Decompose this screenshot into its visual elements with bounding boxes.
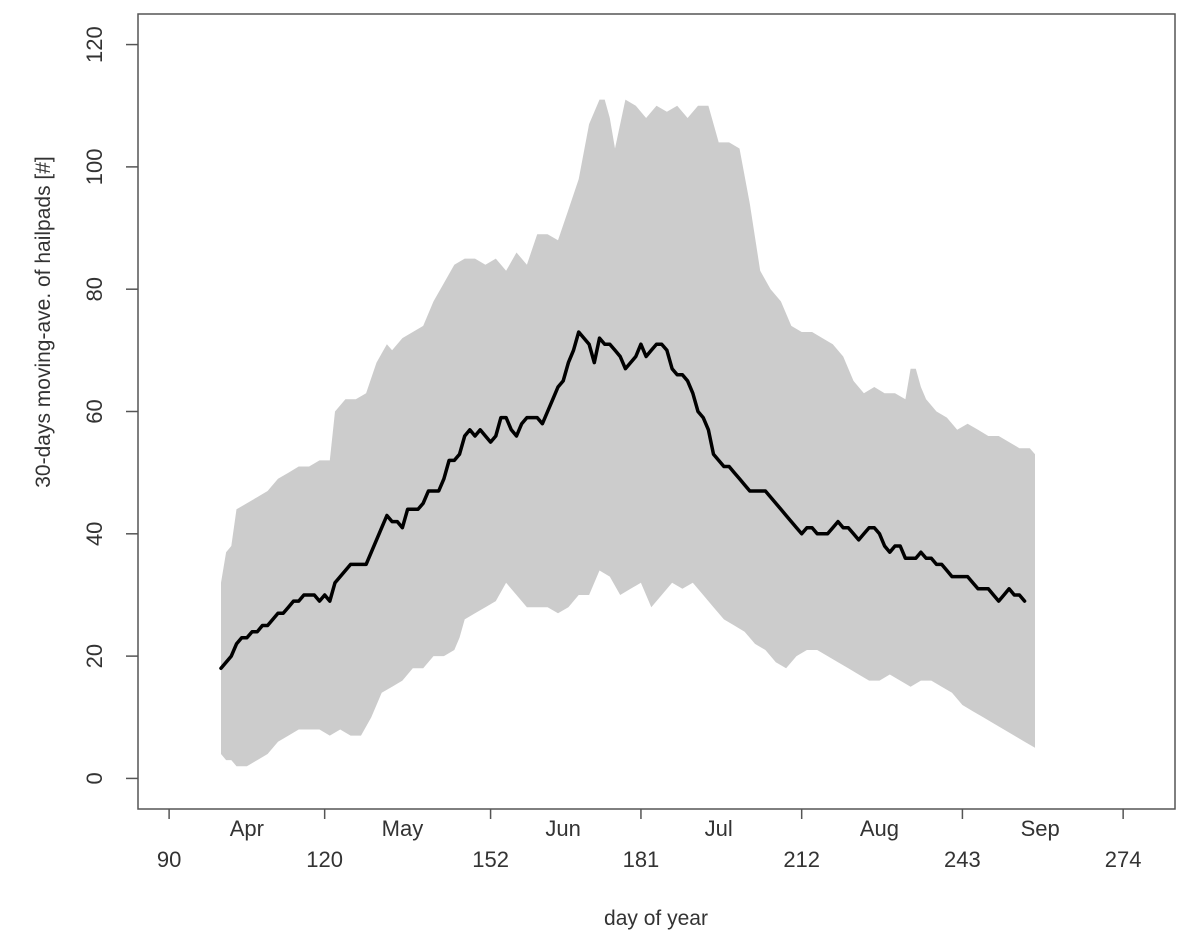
month-label: Apr bbox=[230, 816, 264, 841]
plot-area bbox=[219, 99, 1035, 767]
y-tick-label: 20 bbox=[82, 644, 107, 668]
y-tick-label: 40 bbox=[82, 522, 107, 546]
x-tick-label: 243 bbox=[944, 847, 981, 872]
y-tick-label: 120 bbox=[82, 26, 107, 63]
y-tick-label: 0 bbox=[82, 772, 107, 784]
y-tick-label: 60 bbox=[82, 399, 107, 423]
variability-band bbox=[221, 99, 1035, 767]
month-label: Jul bbox=[705, 816, 733, 841]
x-tick-label: 90 bbox=[157, 847, 181, 872]
x-tick-label: 212 bbox=[783, 847, 820, 872]
y-tick-label: 100 bbox=[82, 149, 107, 186]
x-axis: 90 120 152 181 212 243 274 bbox=[157, 809, 1142, 872]
month-label: Sep bbox=[1021, 816, 1060, 841]
x-axis-label: day of year bbox=[604, 907, 708, 930]
y-tick-label: 80 bbox=[82, 277, 107, 301]
month-label: May bbox=[382, 816, 424, 841]
y-axis: 0 20 40 60 80 100 120 bbox=[82, 26, 138, 785]
month-axis: Apr May Jun Jul Aug Sep bbox=[230, 816, 1060, 841]
month-label: Jun bbox=[545, 816, 580, 841]
x-tick-label: 181 bbox=[623, 847, 660, 872]
month-label: Aug bbox=[860, 816, 899, 841]
y-axis-label: 30-days moving-ave. of hailpads [#] bbox=[32, 156, 55, 488]
x-tick-label: 152 bbox=[472, 847, 509, 872]
mean-series-line bbox=[219, 330, 1027, 671]
x-tick-label: 120 bbox=[306, 847, 343, 872]
x-tick-label: 274 bbox=[1105, 847, 1142, 872]
